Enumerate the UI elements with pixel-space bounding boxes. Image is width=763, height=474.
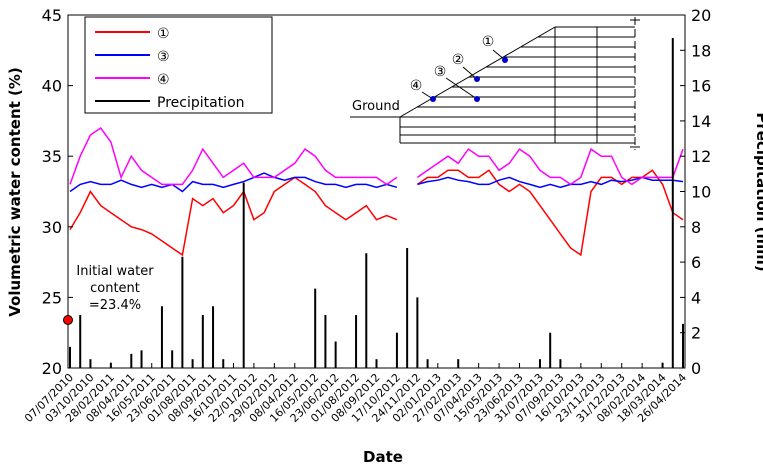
- y2-tick-label: 18: [691, 41, 711, 60]
- plot-frame: [67, 14, 686, 369]
- plot: [69, 37, 684, 368]
- inset-point-label: ③: [434, 64, 447, 80]
- ground-label: Ground: [352, 99, 400, 114]
- y2-tick-label: 16: [691, 77, 711, 96]
- y2-tick-label: 12: [691, 147, 711, 166]
- inset-point-label: ④: [410, 78, 423, 94]
- inset-point-label: ①: [482, 34, 495, 50]
- legend-label: Precipitation: [157, 95, 245, 111]
- data-line: [69, 126, 398, 186]
- inset-diagram: [350, 17, 640, 150]
- x-axis-title: Date: [363, 448, 403, 466]
- y-axis-title: Volumetric water content (%): [6, 67, 24, 317]
- y-tick-label: 20: [42, 359, 62, 378]
- y2-axis-title: Precipitation (mm): [753, 112, 763, 271]
- y-tick-label: 35: [42, 147, 62, 166]
- y2-tick-label: 2: [691, 324, 701, 343]
- y2-tick-label: 0: [691, 359, 701, 378]
- y2-tick-label: 10: [691, 183, 711, 202]
- y2-tick-label: 6: [691, 253, 701, 272]
- data-line: [69, 176, 398, 257]
- y-tick-label: 40: [42, 77, 62, 96]
- y2-tick-label: 14: [691, 112, 711, 131]
- y2-tick-label: 4: [691, 288, 701, 307]
- legend-label: ①: [157, 26, 170, 42]
- legend-label: ④: [157, 72, 170, 88]
- y-tick-label: 45: [42, 6, 62, 25]
- y-tick-label: 30: [42, 218, 62, 237]
- data-line: [416, 169, 684, 257]
- data-line: [69, 172, 398, 193]
- y-tick-label: 25: [42, 288, 62, 307]
- data-line: [416, 147, 684, 186]
- inset-points: [430, 57, 508, 102]
- data-line: [417, 176, 684, 189]
- inset-point-label: ②: [452, 52, 465, 68]
- legend-label: ③: [157, 49, 170, 65]
- initial-annotation: =23.4%: [89, 298, 141, 313]
- initial-point: [63, 314, 73, 325]
- initial-annotation: Initial water: [76, 264, 154, 279]
- y2-tick-label: 8: [691, 218, 701, 237]
- y2-tick-label: 20: [691, 6, 711, 25]
- initial-annotation: content: [90, 281, 140, 296]
